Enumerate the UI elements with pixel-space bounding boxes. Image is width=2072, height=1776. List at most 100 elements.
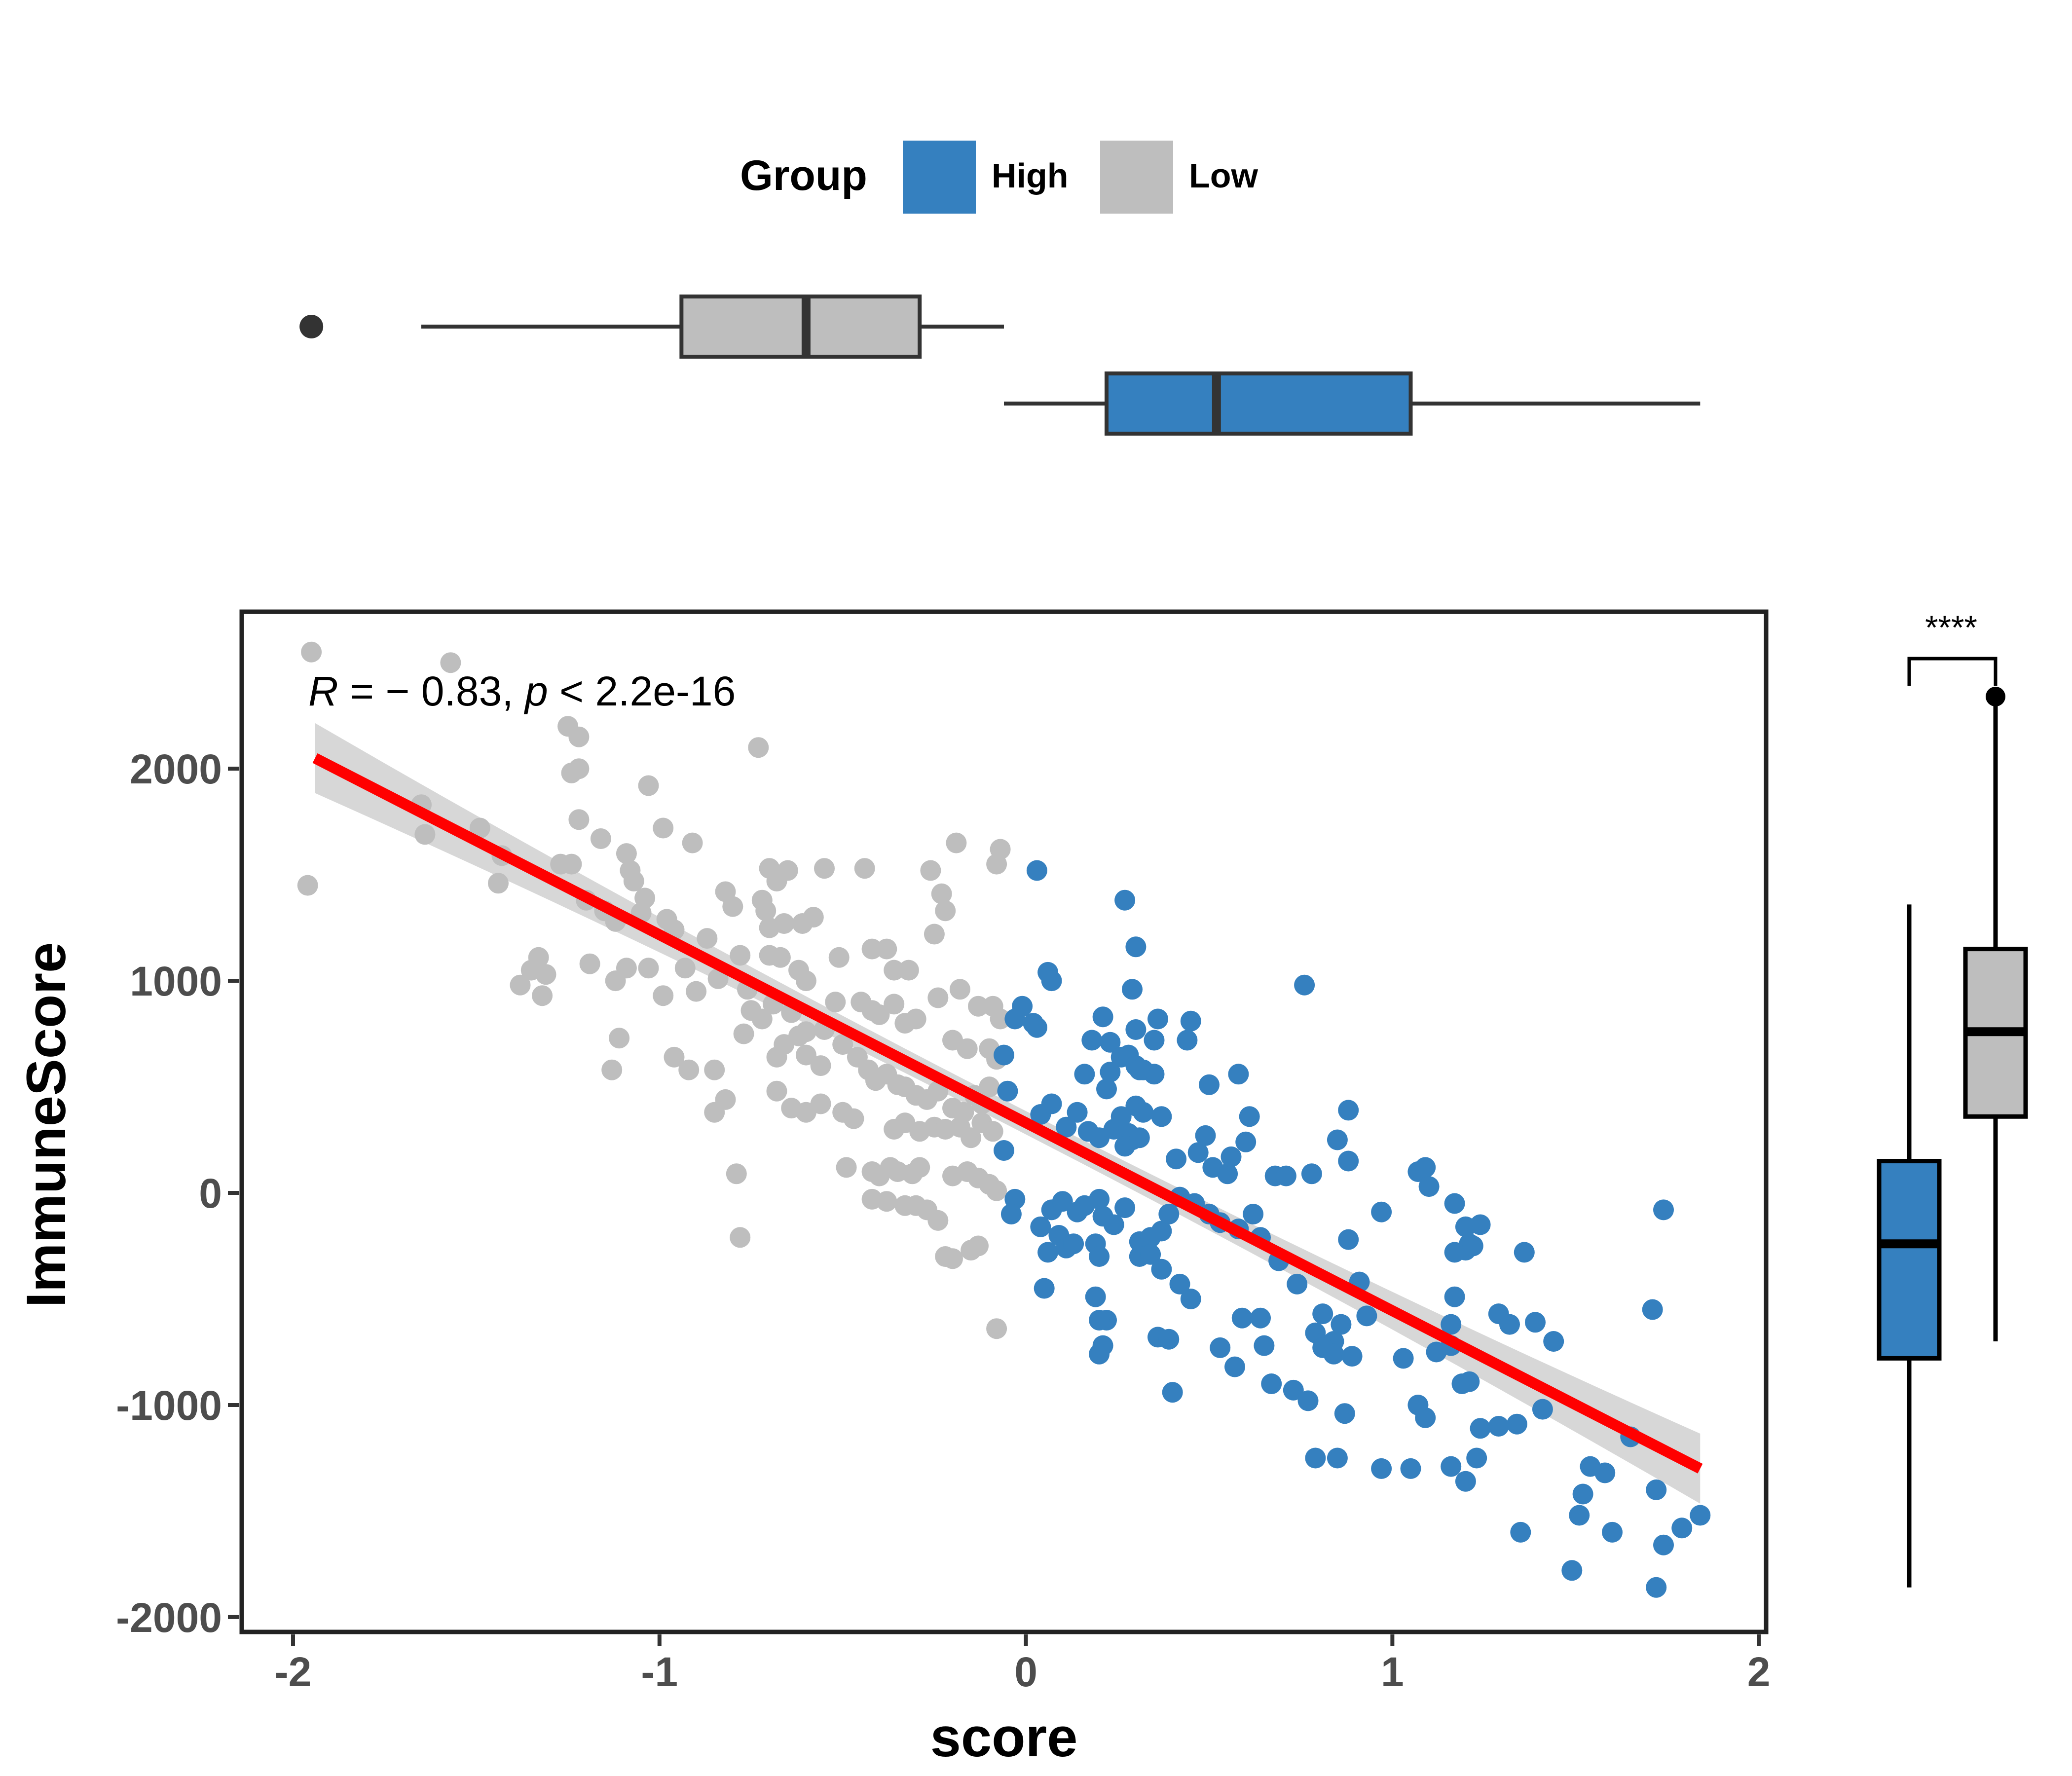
point-high [1180, 1010, 1201, 1032]
point-low [686, 981, 707, 1002]
point-high [1096, 1078, 1117, 1100]
point-high [1690, 1505, 1711, 1526]
significance-label: **** [1925, 609, 1977, 646]
point-high [1012, 996, 1033, 1017]
point-low [770, 947, 791, 968]
point-high [997, 1080, 1018, 1102]
point-high [1415, 1407, 1436, 1428]
point-high [1151, 1221, 1172, 1242]
point-high [1334, 1403, 1355, 1424]
point-high [1371, 1201, 1392, 1222]
point-low [733, 1023, 754, 1044]
point-low [414, 824, 436, 845]
y-tick-label: -2000 [116, 1594, 222, 1641]
point-low [803, 907, 824, 928]
point-high [1114, 889, 1136, 911]
point-low [968, 996, 989, 1017]
point-low [828, 947, 850, 968]
y-axis-title: ImmuneScore [15, 942, 77, 1308]
point-low [616, 843, 637, 864]
point-low [301, 641, 322, 663]
point-high [1000, 1204, 1022, 1224]
regression-layer [312, 753, 1703, 1474]
point-high [1261, 1373, 1282, 1394]
point-low [722, 896, 743, 917]
point-low [704, 1059, 725, 1080]
point-high [1283, 1379, 1304, 1401]
point-high [1177, 1030, 1198, 1051]
point-low [979, 1076, 1000, 1098]
point-low [986, 1180, 1007, 1201]
point-high [1561, 1560, 1583, 1581]
point-high [1151, 1258, 1172, 1280]
point-high [1441, 1314, 1462, 1335]
point-high [1103, 1214, 1124, 1235]
annotation-r-label: R [308, 668, 338, 714]
point-low [568, 758, 590, 779]
top-box-high [1104, 371, 1413, 436]
point-high [1231, 1307, 1253, 1329]
point-high [1455, 1471, 1476, 1492]
point-high [1122, 979, 1143, 1000]
point-low [766, 1080, 787, 1102]
point-high [1323, 1343, 1344, 1365]
point-high [1418, 1176, 1440, 1197]
point-high [1327, 1447, 1348, 1469]
point-high [1569, 1505, 1590, 1526]
point-low [704, 1102, 725, 1123]
point-low [568, 809, 590, 830]
point-low [814, 858, 835, 879]
point-high [1275, 1165, 1296, 1186]
point-low [469, 817, 490, 839]
point-high [1114, 1197, 1136, 1219]
point-low [876, 938, 897, 960]
point-low [854, 858, 875, 879]
point-high [1646, 1479, 1667, 1500]
point-low [488, 873, 509, 894]
point-high [1243, 1204, 1264, 1224]
significance-bracket [1907, 657, 1998, 686]
point-high [1572, 1483, 1593, 1505]
right-marginal-boxplot: **** [1877, 609, 2028, 1588]
point-low [795, 1044, 816, 1066]
x-tick-label: 0 [1014, 1649, 1037, 1695]
point-high [1338, 1100, 1359, 1121]
point-high [1100, 1062, 1121, 1082]
point-low [836, 1157, 857, 1178]
point-low [924, 924, 945, 945]
point-high [994, 1140, 1014, 1161]
point-high [1462, 1235, 1483, 1257]
point-high [1140, 1244, 1161, 1265]
point-high [1297, 1390, 1319, 1411]
point-high [1287, 1273, 1308, 1295]
point-low [638, 958, 659, 979]
point-high [1217, 1163, 1238, 1184]
point-high [1067, 1102, 1088, 1123]
x-tick-label: -1 [641, 1649, 678, 1695]
point-high [1026, 860, 1047, 881]
point-high [1129, 1059, 1150, 1080]
point-low [968, 1235, 989, 1257]
point-low [788, 1025, 809, 1046]
point-high [1393, 1348, 1414, 1369]
point-high [1037, 1242, 1059, 1263]
point-low [730, 945, 751, 966]
point-high [1543, 1331, 1564, 1352]
panel-border [239, 609, 1769, 1634]
point-low [653, 985, 674, 1006]
point-low [664, 1046, 685, 1068]
point-high [1653, 1199, 1674, 1221]
point-low [982, 1121, 1003, 1142]
main-panel: -2 -1 0 1 2 -2000 -1000 0 1000 2000 R = − 0.83, … [15, 609, 1771, 1768]
point-low [832, 1034, 853, 1055]
point-high [1085, 1286, 1106, 1307]
right-box-high [1877, 1159, 1942, 1361]
right-outlier-low [1986, 686, 2005, 706]
point-high [1459, 1371, 1480, 1392]
point-high [1228, 1064, 1249, 1085]
point-high [1602, 1521, 1623, 1543]
annotation-p-text: < 2.2e-16 [548, 668, 736, 714]
point-low [726, 1163, 747, 1184]
